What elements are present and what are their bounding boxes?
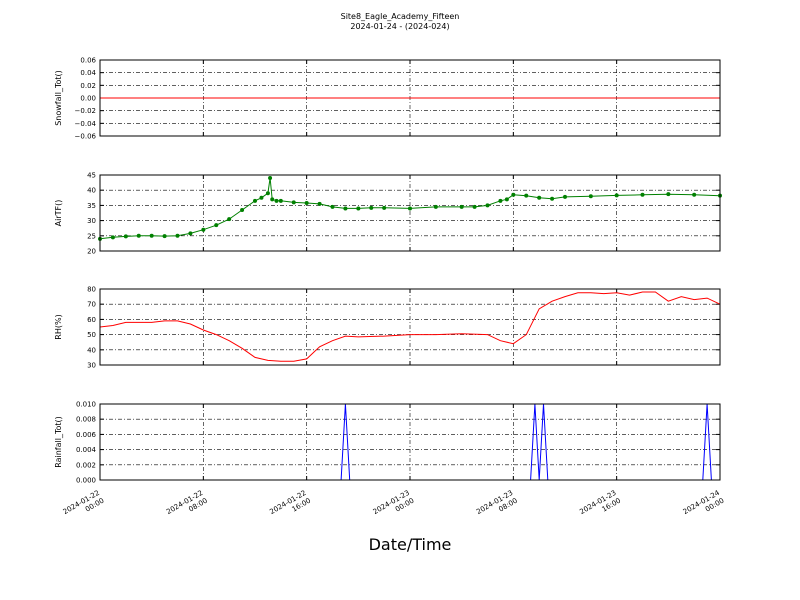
data-point: [227, 217, 232, 222]
data-point: [253, 198, 257, 203]
y-tick-label: −0.06: [75, 133, 97, 141]
y-tick-label: 20: [87, 248, 96, 256]
chart-title: Site8_Eagle_Academy_Fifteen: [341, 12, 460, 21]
data-point: [459, 204, 464, 209]
data-point: [268, 176, 273, 181]
data-point: [511, 192, 516, 197]
y-tick-label: 45: [87, 172, 96, 180]
y-tick-label: 35: [87, 202, 96, 210]
data-point: [537, 195, 542, 200]
data-point: [136, 233, 141, 238]
y-axis-title: Rainfall_Tot(): [54, 416, 63, 468]
data-point: [270, 197, 275, 202]
data-point: [214, 223, 219, 228]
data-point: [498, 198, 503, 203]
data-point: [343, 206, 348, 211]
x-tick-label: 2024-01-2200:00: [62, 489, 106, 524]
plot-frame: [99, 403, 721, 481]
x-tick-label: 2024-01-2400:00: [682, 489, 726, 524]
y-tick-label: 0.002: [76, 461, 96, 469]
data-point: [330, 204, 335, 209]
data-point: [408, 206, 412, 211]
x-tick-label: 2024-01-2316:00: [578, 489, 622, 524]
data-point: [550, 196, 555, 201]
y-tick-label: 0.06: [80, 57, 96, 65]
y-tick-label: 0.02: [80, 82, 96, 90]
data-point: [382, 205, 387, 210]
data-point: [162, 234, 167, 239]
data-point: [369, 205, 374, 210]
series-line: [99, 291, 721, 362]
data-point: [265, 191, 270, 196]
y-tick-label: 0.000: [76, 477, 96, 485]
data-point: [188, 231, 193, 236]
data-point: [274, 198, 279, 203]
data-point: [640, 192, 645, 197]
y-tick-label: 0.04: [80, 69, 96, 77]
plot-frame: [99, 288, 721, 366]
data-point: [692, 192, 697, 197]
x-tick-label: 2024-01-2208:00: [165, 489, 209, 524]
y-tick-label: 40: [87, 346, 96, 354]
y-tick-label: 0.010: [76, 401, 96, 409]
y-tick-label: −0.02: [75, 107, 96, 115]
y-tick-label: 25: [87, 232, 96, 240]
data-point: [563, 194, 567, 199]
data-point: [524, 193, 529, 198]
y-tick-label: 50: [87, 331, 96, 339]
y-tick-label: 70: [87, 301, 96, 309]
x-tick-label: 2024-01-2300:00: [372, 489, 416, 524]
data-point: [504, 197, 509, 202]
y-axis-title: RH(%): [54, 314, 63, 339]
y-tick-label: 0.00: [80, 95, 96, 103]
y-tick-label: 80: [87, 286, 96, 294]
data-point: [149, 233, 154, 238]
data-point: [666, 192, 671, 197]
y-tick-label: 60: [87, 316, 96, 324]
data-point: [356, 206, 361, 211]
x-tick-label: 2024-01-2308:00: [475, 489, 519, 524]
panels: 0.06 0.04 0.02 0.00 −0.02 −0.04 −0.06 Snowfall_…: [54, 57, 726, 524]
y-tick-label: 30: [87, 217, 96, 225]
y-axis-title: Snowfall_Tot(): [54, 70, 63, 126]
data-point: [304, 200, 309, 205]
y-tick-label: −0.04: [75, 120, 97, 128]
y-tick-label: 0.004: [76, 446, 97, 454]
y-tick-label: 40: [87, 187, 96, 195]
x-tick-label: 2024-01-2216:00: [268, 489, 312, 524]
plot-frame: [99, 174, 721, 252]
data-point: [175, 233, 180, 238]
y-axis-title: AirTF(): [54, 200, 63, 227]
data-point: [472, 204, 477, 209]
y-tick-label: 0.006: [76, 431, 97, 439]
y-tick-label: 30: [87, 362, 96, 370]
y-tick-label: 0.008: [76, 416, 96, 424]
data-point: [110, 235, 115, 240]
data-point: [201, 227, 206, 232]
data-point: [123, 234, 128, 239]
data-point: [433, 204, 438, 209]
data-point: [614, 193, 619, 198]
data-point: [291, 200, 296, 205]
chart-subtitle: 2024-01-24 - (2024-024): [350, 22, 449, 31]
data-point: [259, 195, 264, 200]
data-point: [588, 194, 593, 199]
plot-frame: [99, 59, 721, 137]
data-point: [485, 203, 490, 208]
data-point: [317, 201, 322, 206]
data-point: [240, 207, 245, 212]
x-axis-title: Date/Time: [369, 535, 452, 554]
data-point: [278, 198, 283, 203]
